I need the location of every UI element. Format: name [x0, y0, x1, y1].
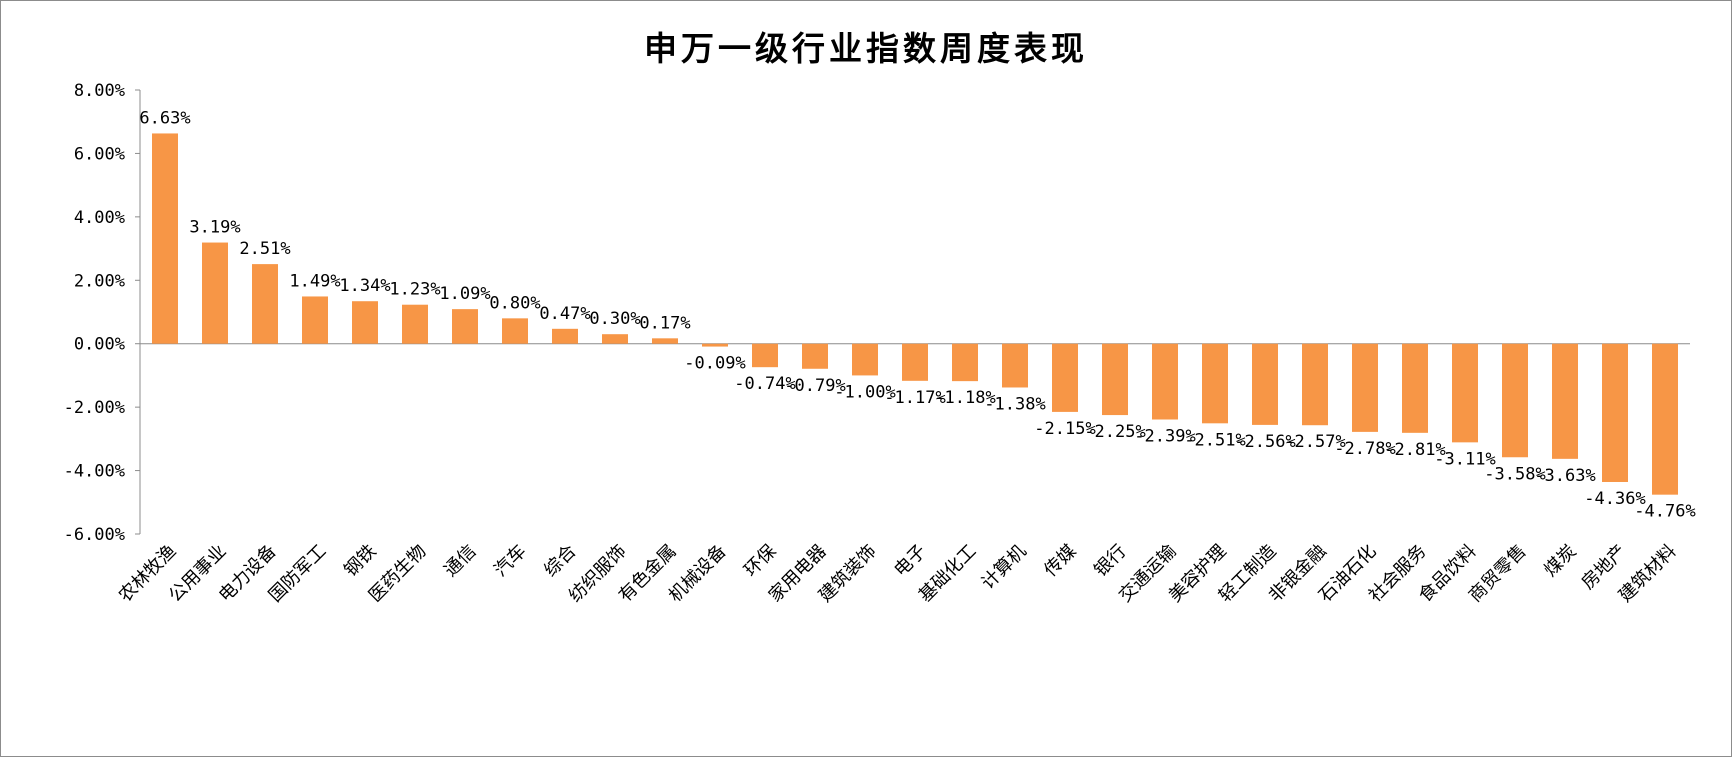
data-label: -3.11%	[1434, 449, 1495, 469]
bar	[602, 334, 628, 344]
bar	[652, 338, 678, 344]
y-tick-label: -6.00%	[64, 525, 125, 545]
category-label: 传媒	[1040, 541, 1080, 581]
data-label: 1.49%	[289, 271, 340, 291]
data-label: -0.09%	[684, 354, 745, 374]
bar	[1102, 343, 1128, 416]
bar	[152, 133, 178, 344]
data-label: -3.63%	[1534, 466, 1595, 486]
category-label: 环保	[740, 541, 780, 581]
category-label: 汽车	[490, 541, 530, 581]
bar	[1452, 343, 1478, 443]
bar	[452, 309, 478, 344]
data-label: 1.23%	[389, 280, 440, 300]
bar	[752, 343, 778, 368]
data-label: -2.78%	[1334, 439, 1395, 459]
data-label: 2.51%	[239, 239, 290, 259]
y-tick-label: -4.00%	[64, 462, 125, 482]
data-label: -4.76%	[1634, 502, 1695, 522]
category-label: 通信	[440, 541, 480, 581]
bar	[1302, 343, 1328, 426]
bar	[1152, 343, 1178, 420]
data-label: -1.00%	[834, 382, 895, 402]
bar	[502, 318, 528, 344]
bar	[1602, 343, 1628, 482]
y-tick-label: 8.00%	[74, 81, 125, 101]
category-label: 电子	[890, 541, 930, 581]
data-label: 6.63%	[139, 108, 190, 128]
data-label: 0.17%	[639, 313, 690, 333]
data-label: -2.56%	[1234, 432, 1295, 452]
data-label: 1.09%	[439, 284, 490, 304]
bar	[1202, 343, 1228, 424]
data-label: -2.81%	[1384, 440, 1445, 460]
bar	[402, 304, 428, 344]
y-tick-label: 0.00%	[74, 335, 125, 355]
y-tick-label: 4.00%	[74, 208, 125, 228]
bar	[202, 242, 228, 344]
data-label: -4.36%	[1584, 489, 1645, 509]
data-label: 0.80%	[489, 293, 540, 313]
data-label: 0.30%	[589, 309, 640, 329]
data-label-layer: 6.63% 3.19%2.51% 1.49%1.34%1.23%1.09%0.80%…	[139, 108, 1695, 521]
bar-layer	[152, 133, 1678, 495]
data-label: -0.74%	[734, 374, 795, 394]
y-tick-label: 6.00%	[74, 144, 125, 164]
data-label: -2.39%	[1134, 427, 1195, 447]
y-tick-label: -2.00%	[64, 398, 125, 418]
data-label: -3.58%	[1484, 464, 1545, 484]
category-label: 钢铁	[340, 541, 380, 581]
bar	[852, 343, 878, 376]
y-tick-label: 2.00%	[74, 271, 125, 291]
data-label: -0.79%	[784, 376, 845, 396]
bar	[1052, 343, 1078, 412]
chart-title: 申万一级行业指数周度表现	[644, 29, 1088, 68]
data-label: -1.38%	[984, 394, 1045, 414]
bar	[1002, 343, 1028, 388]
data-label: -2.51%	[1184, 430, 1245, 450]
data-label: 3.19%	[189, 218, 240, 238]
category-label: 银行	[1090, 541, 1130, 581]
bar	[702, 343, 728, 347]
bar	[252, 264, 278, 344]
data-label: 1.34%	[339, 276, 390, 296]
data-label: -1.18%	[934, 388, 995, 408]
data-label: -2.15%	[1034, 419, 1095, 439]
bar	[552, 328, 578, 344]
bar	[1552, 343, 1578, 459]
data-label: 0.47%	[539, 304, 590, 324]
bar	[1652, 343, 1678, 495]
bar	[352, 301, 378, 344]
data-label: -2.25%	[1084, 422, 1145, 442]
category-label: 综合	[540, 541, 580, 581]
category-label: 煤炭	[1540, 541, 1580, 581]
bar	[1352, 343, 1378, 432]
bar	[1252, 343, 1278, 425]
axis-layer: 8.00% 6.00% 4.00% 2.00% 0.00% -2.00% -4.00% -6.…	[64, 81, 1690, 545]
bar	[952, 343, 978, 382]
bar	[902, 343, 928, 381]
bar	[302, 296, 328, 344]
bar	[802, 343, 828, 369]
data-label: -1.17%	[884, 388, 945, 408]
data-label: -2.57%	[1284, 432, 1345, 452]
category-label: 计算机	[978, 541, 1031, 594]
bar	[1402, 343, 1428, 433]
bar	[1502, 343, 1528, 458]
